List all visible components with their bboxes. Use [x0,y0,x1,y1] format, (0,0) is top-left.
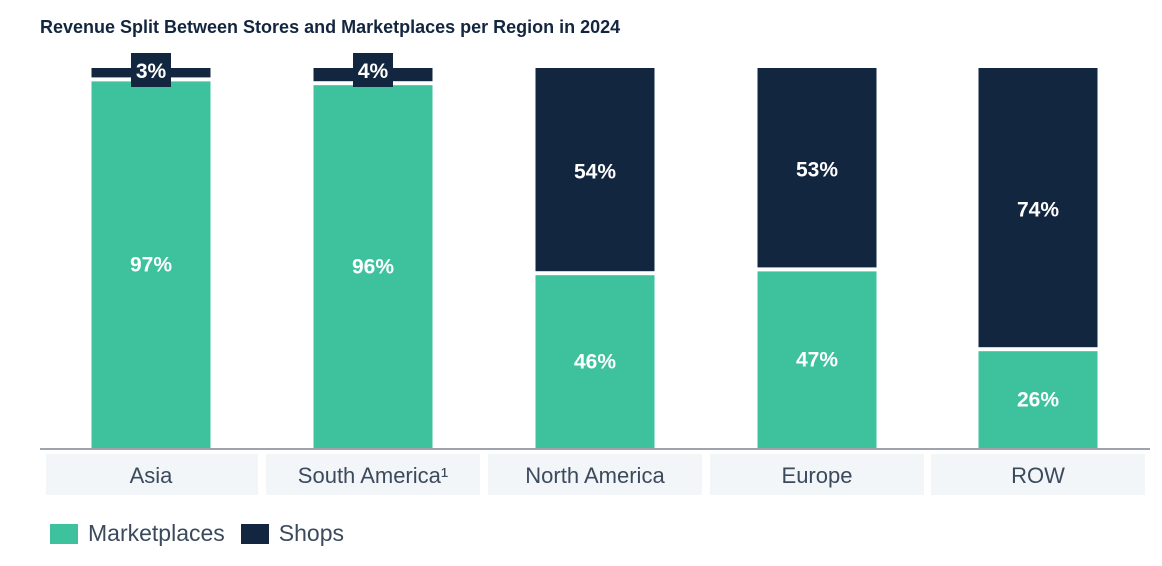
category-box-3 [710,454,924,495]
category-box-1 [266,454,480,495]
bar-marketplaces-4 [978,351,1098,448]
data-label-shops-0: 3% [136,60,167,83]
bar-marketplaces-3 [757,271,877,448]
category-box-2 [488,454,702,495]
data-label-marketplaces-3: 47% [796,349,838,372]
category-label-1: South America¹ [298,463,448,488]
legend-label-shops: Shops [278,520,344,546]
legend-swatch-shops [240,523,269,544]
bar-marketplaces-0 [91,81,211,449]
legend-item-marketplaces: Marketplaces [50,520,225,547]
data-label-shops-2: 54% [574,161,616,184]
category-box-4 [931,454,1145,495]
data-label-box-shops-1 [353,53,393,87]
bar-shops-2 [535,68,655,272]
category-label-0: Asia [130,463,174,488]
data-label-marketplaces-0: 97% [130,254,172,277]
legend-swatch-marketplaces [50,523,78,544]
category-label-4: ROW [1011,463,1065,488]
stacked-bar-chart: 97% 3% Asia 96% 4% South America¹ 46% 54% North … [40,53,1150,495]
category-box-0 [46,454,258,495]
bar-shops-4 [978,68,1098,348]
bar-marketplaces-1 [313,85,433,448]
data-label-marketplaces-1: 96% [352,256,394,279]
bar-marketplaces-2 [535,275,655,448]
category-label-3: Europe [782,463,853,488]
data-label-marketplaces-2: 46% [574,351,616,374]
legend: Marketplaces Shops [50,520,344,547]
data-label-shops-1: 4% [358,60,389,83]
chart-title: Revenue Split Between Stores and Marketp… [40,17,621,37]
data-label-shops-3: 53% [796,159,838,182]
data-label-shops-4: 74% [1017,199,1059,222]
data-label-box-shops-0 [131,53,171,87]
bar-shops-3 [757,68,877,268]
legend-item-shops: Shops [240,520,344,547]
data-label-marketplaces-4: 26% [1017,389,1059,412]
category-label-2: North America [525,463,665,488]
legend-label-marketplaces: Marketplaces [88,520,225,546]
